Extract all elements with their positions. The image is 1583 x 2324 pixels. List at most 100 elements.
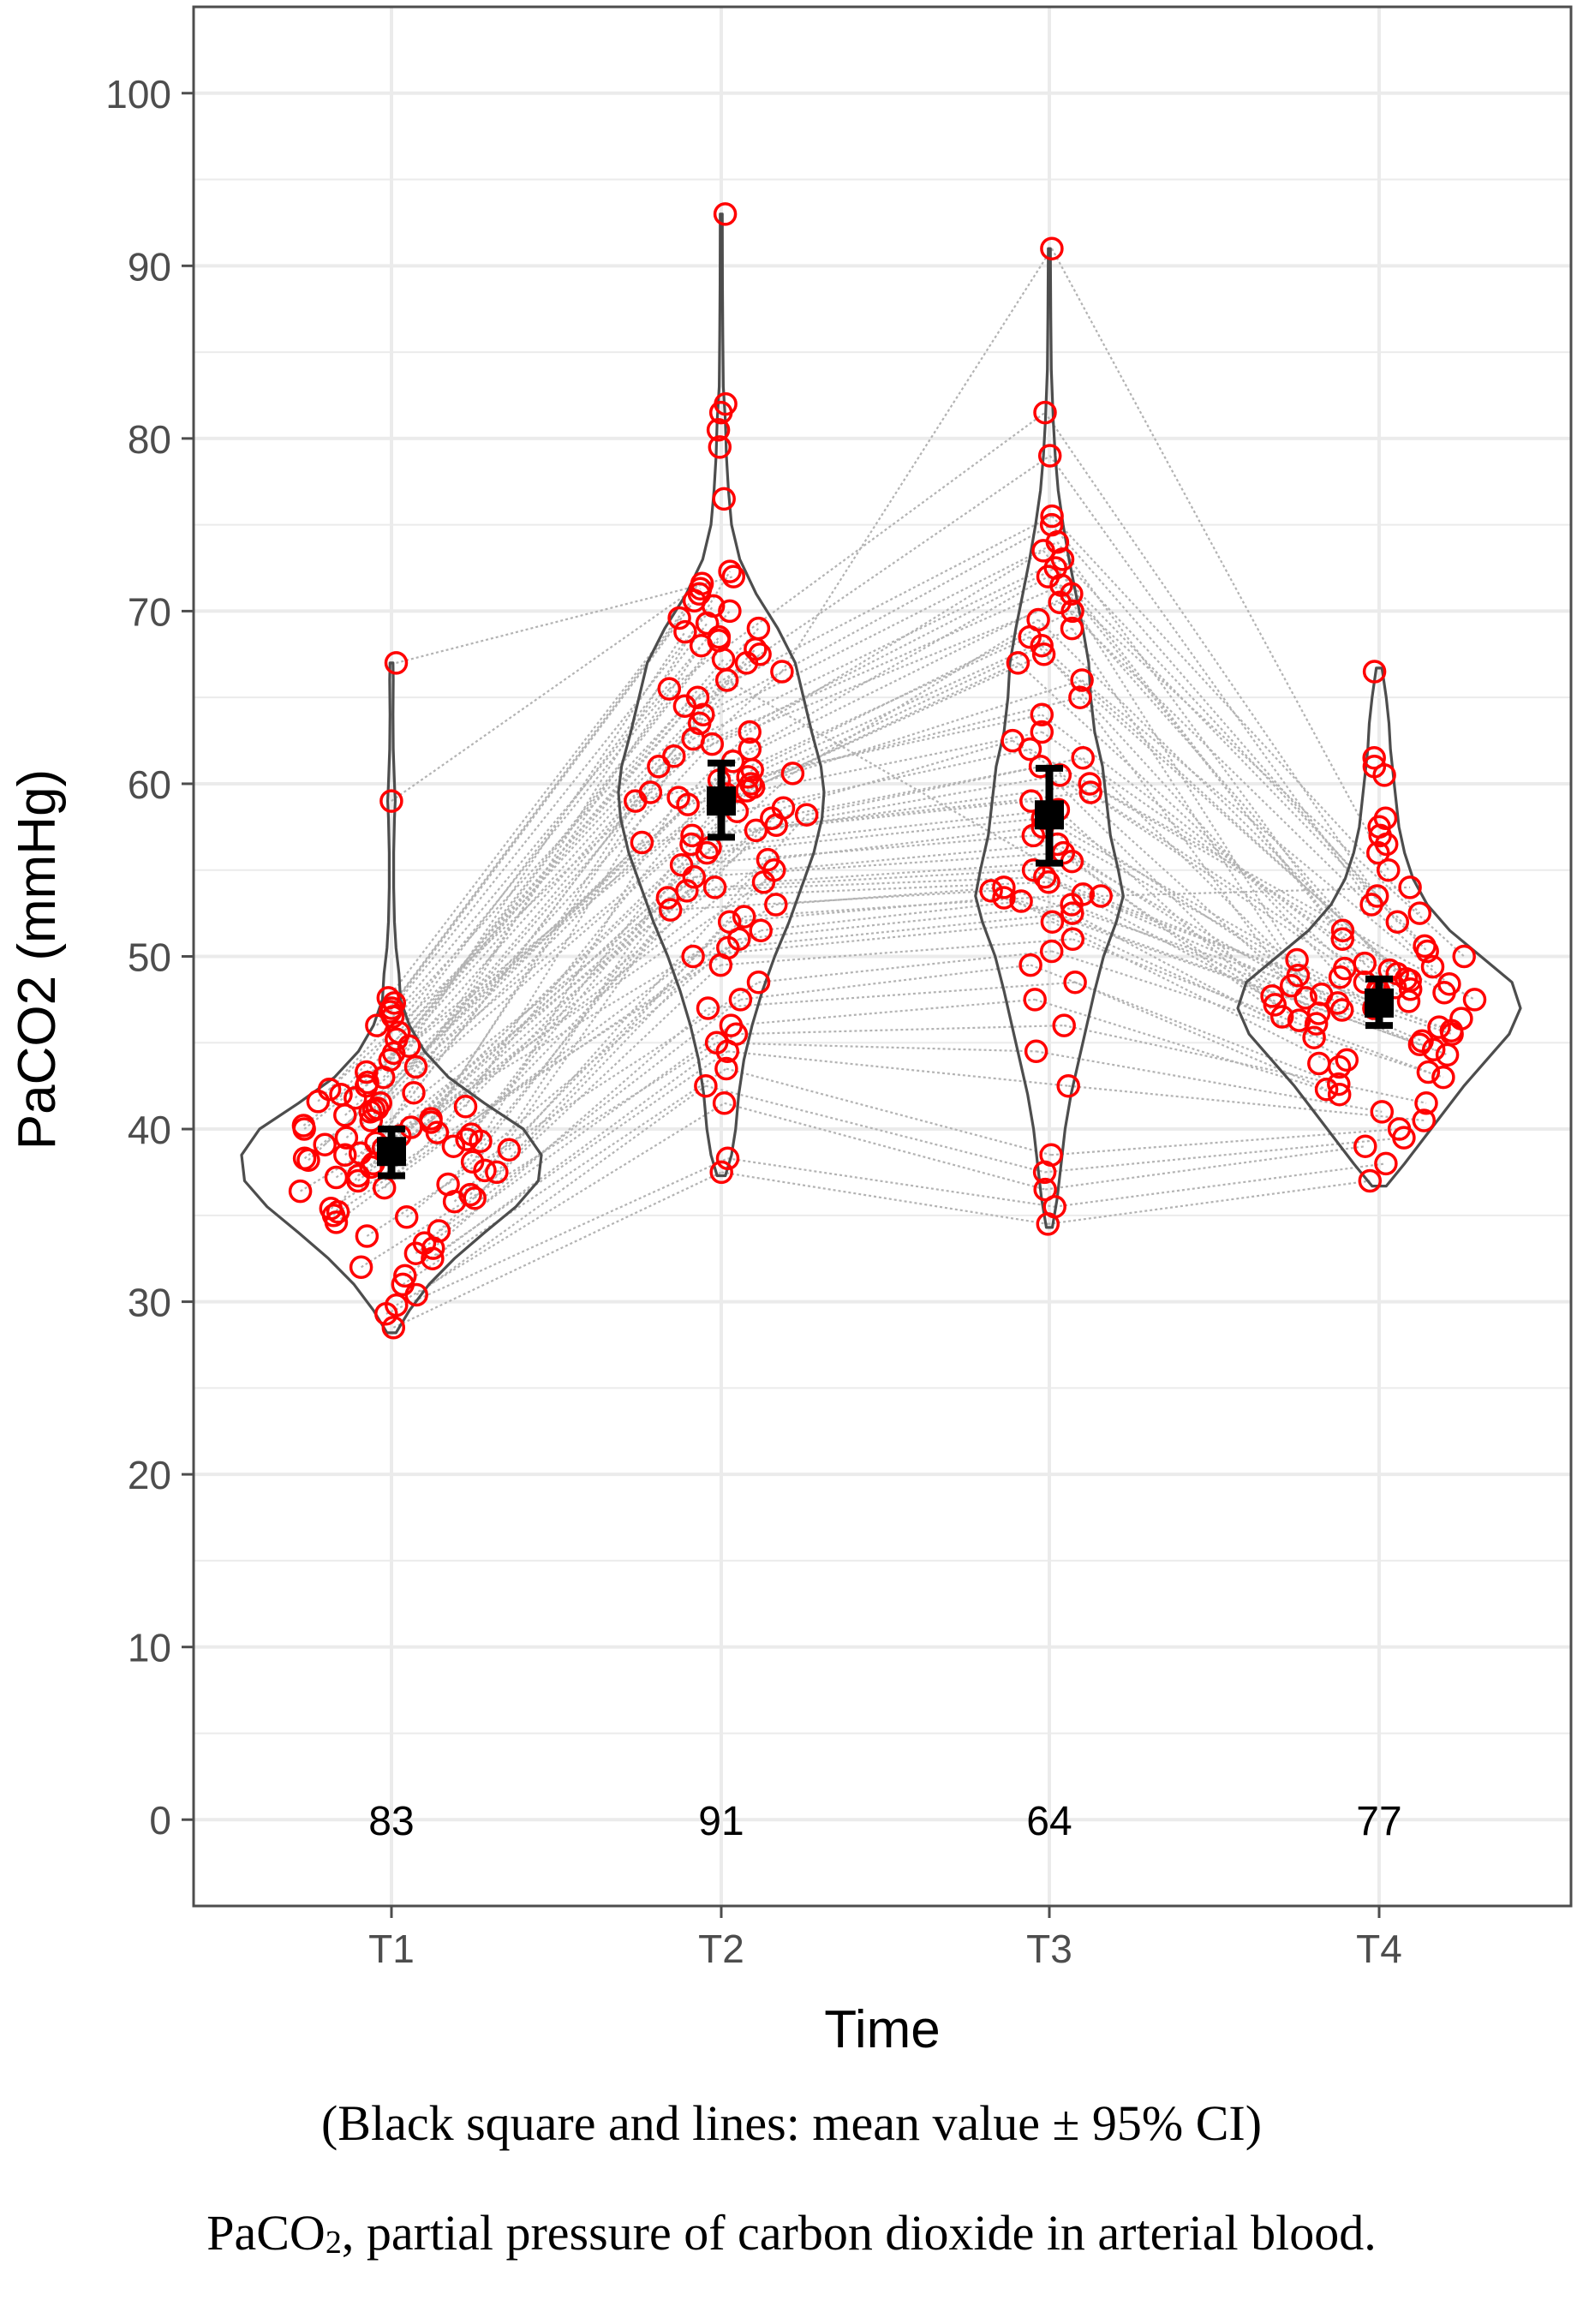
x-axis: T1 T2 T3 T4 bbox=[368, 1906, 1402, 1971]
data-point bbox=[685, 685, 710, 709]
subject-connector-line bbox=[1034, 998, 1341, 1096]
data-point bbox=[1285, 947, 1309, 972]
subject-connector-line bbox=[699, 541, 1058, 725]
subject-connector-line bbox=[1047, 576, 1465, 958]
data-point bbox=[1410, 1029, 1434, 1054]
violins bbox=[240, 212, 1522, 1335]
data-point bbox=[1362, 660, 1387, 684]
data-point bbox=[794, 803, 819, 827]
data-point bbox=[675, 879, 699, 903]
data-point bbox=[453, 1095, 478, 1119]
data-point bbox=[681, 944, 705, 969]
subject-connector-line bbox=[673, 584, 1062, 757]
data-point bbox=[382, 991, 407, 1015]
data-point bbox=[1048, 590, 1072, 615]
data-point bbox=[349, 1255, 373, 1280]
data-point bbox=[317, 1077, 342, 1102]
data-point bbox=[714, 391, 738, 416]
subject-connector-line bbox=[382, 654, 761, 1078]
data-point bbox=[333, 1143, 357, 1168]
data-point bbox=[719, 1013, 744, 1037]
data-point bbox=[355, 1060, 379, 1084]
data-point bbox=[292, 1146, 317, 1171]
data-point bbox=[379, 789, 403, 813]
subject-connector-line bbox=[732, 593, 1072, 762]
subject-connector-line bbox=[1061, 559, 1425, 947]
data-point bbox=[403, 1054, 428, 1079]
mean-marker bbox=[377, 1137, 406, 1167]
subject-connector-line bbox=[1042, 817, 1379, 1007]
data-point bbox=[321, 1204, 346, 1228]
subject-connector-line bbox=[1101, 886, 1411, 898]
data-point bbox=[696, 996, 720, 1020]
subject-connector-line bbox=[1056, 541, 1344, 931]
data-point bbox=[385, 1293, 409, 1317]
data-point bbox=[391, 1272, 415, 1297]
data-point bbox=[1286, 963, 1311, 988]
data-point bbox=[728, 988, 753, 1012]
data-point bbox=[673, 619, 697, 644]
data-point bbox=[419, 1107, 443, 1131]
data-point bbox=[1040, 504, 1064, 529]
data-point bbox=[1309, 983, 1334, 1007]
subject-connector-line bbox=[783, 739, 1013, 810]
data-point bbox=[694, 1073, 718, 1098]
subject-connector-line bbox=[721, 1171, 1048, 1225]
data-point bbox=[1030, 720, 1054, 744]
subject-connector-line bbox=[686, 875, 1045, 893]
data-point bbox=[402, 1080, 426, 1105]
data-point bbox=[1089, 884, 1113, 908]
data-point bbox=[1030, 702, 1054, 727]
data-point bbox=[992, 875, 1016, 899]
data-point bbox=[1420, 954, 1445, 979]
subject-connector-line bbox=[392, 636, 720, 1054]
x-tick-label: T1 bbox=[368, 1927, 415, 1971]
data-point bbox=[1449, 1007, 1473, 1031]
data-point bbox=[738, 737, 762, 762]
subject-connector-line bbox=[396, 1102, 726, 1306]
subject-connector-line bbox=[709, 809, 1059, 849]
subject-connector-line bbox=[749, 549, 1044, 733]
subject-connector-line bbox=[714, 869, 1034, 888]
subject-connector-line bbox=[744, 893, 1084, 918]
data-point bbox=[1435, 1043, 1460, 1067]
subject-connector-line bbox=[1089, 782, 1476, 1001]
subject-connector-line bbox=[705, 1084, 1045, 1174]
data-point bbox=[979, 879, 1003, 903]
data-point bbox=[288, 1179, 313, 1204]
data-point bbox=[704, 1031, 729, 1055]
subject-connector-line bbox=[746, 661, 1018, 792]
subject-connector-line bbox=[1051, 950, 1444, 1078]
subject-connector-line bbox=[397, 622, 708, 1033]
subject-connector-line bbox=[775, 774, 1060, 827]
subject-connector-line bbox=[1060, 584, 1299, 961]
subject-connector-line bbox=[693, 921, 1053, 958]
subject-connector-line bbox=[692, 558, 1063, 740]
subject-connector-line bbox=[415, 1025, 732, 1255]
y-axis-title: PaCO2 (mmHg) bbox=[8, 769, 67, 1150]
data-point bbox=[1033, 400, 1057, 425]
data-point bbox=[1024, 1039, 1048, 1064]
data-point bbox=[1060, 901, 1084, 925]
subject-connector-line bbox=[1033, 869, 1317, 1025]
data-point bbox=[1293, 986, 1317, 1010]
subject-connector-line bbox=[404, 1050, 728, 1277]
subject-connector-line bbox=[391, 817, 773, 1153]
data-point bbox=[1307, 1051, 1331, 1076]
data-point bbox=[707, 624, 732, 649]
data-point bbox=[386, 1020, 411, 1044]
subject-connector-line bbox=[369, 743, 714, 1113]
subject-connector-line bbox=[1072, 912, 1347, 1061]
subject-connector-line bbox=[1054, 567, 1428, 953]
data-point bbox=[1006, 651, 1030, 675]
subject-connector-line bbox=[1037, 618, 1398, 975]
y-tick-label: 100 bbox=[105, 72, 171, 116]
subject-connector-line bbox=[727, 1157, 1055, 1208]
data-point bbox=[702, 875, 727, 899]
data-point bbox=[1374, 1151, 1398, 1176]
y-axis: 0 10 20 30 40 50 60 70 80 90 100 bbox=[105, 72, 194, 1843]
data-point bbox=[1353, 1134, 1377, 1158]
subject-connector-line bbox=[1068, 1084, 1425, 1122]
data-point bbox=[1060, 616, 1084, 641]
subject-connector-line bbox=[1082, 756, 1323, 995]
